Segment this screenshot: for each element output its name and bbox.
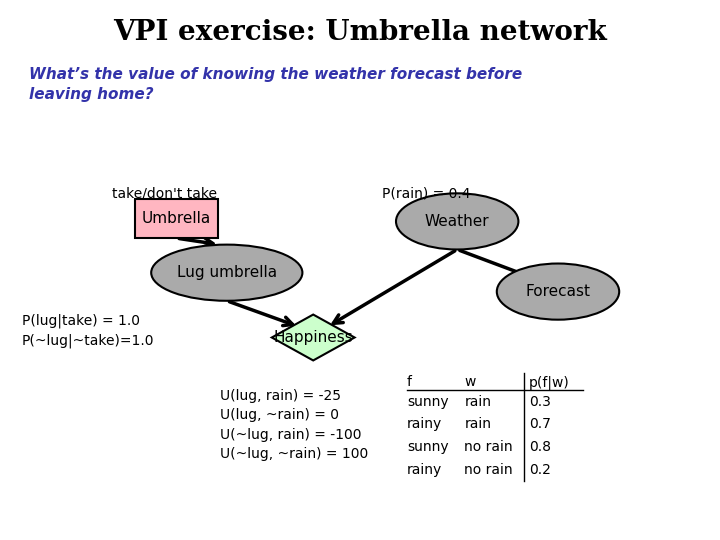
Text: sunny: sunny xyxy=(407,440,449,454)
Text: Happiness: Happiness xyxy=(274,330,353,345)
Text: rainy: rainy xyxy=(407,463,442,477)
Ellipse shape xyxy=(497,264,619,320)
FancyBboxPatch shape xyxy=(135,199,217,238)
Text: p(f|w): p(f|w) xyxy=(529,375,570,390)
Text: rainy: rainy xyxy=(407,417,442,431)
Text: f: f xyxy=(407,375,412,389)
Ellipse shape xyxy=(151,245,302,301)
Text: no rain: no rain xyxy=(464,463,513,477)
Text: 0.7: 0.7 xyxy=(529,417,551,431)
Text: Forecast: Forecast xyxy=(526,284,590,299)
Text: 0.8: 0.8 xyxy=(529,440,552,454)
Text: P(lug|take) = 1.0
P(~lug|~take)=1.0: P(lug|take) = 1.0 P(~lug|~take)=1.0 xyxy=(22,313,154,348)
Text: rain: rain xyxy=(464,395,492,409)
Text: 0.3: 0.3 xyxy=(529,395,551,409)
Text: Lug umbrella: Lug umbrella xyxy=(176,265,277,280)
Text: take/don't take: take/don't take xyxy=(112,186,217,200)
Text: sunny: sunny xyxy=(407,395,449,409)
Text: What’s the value of knowing the weather forecast before
leaving home?: What’s the value of knowing the weather … xyxy=(29,68,522,102)
Text: U(lug, rain) = -25
U(lug, ~rain) = 0
U(~lug, rain) = -100
U(~lug, ~rain) = 100: U(lug, rain) = -25 U(lug, ~rain) = 0 U(~… xyxy=(220,389,368,461)
Text: Umbrella: Umbrella xyxy=(142,211,211,226)
Polygon shape xyxy=(272,314,355,361)
Text: no rain: no rain xyxy=(464,440,513,454)
Text: P(rain) = 0.4: P(rain) = 0.4 xyxy=(382,186,470,200)
Text: Weather: Weather xyxy=(425,214,490,229)
Ellipse shape xyxy=(396,193,518,249)
Text: VPI exercise: Umbrella network: VPI exercise: Umbrella network xyxy=(113,19,607,46)
Text: 0.2: 0.2 xyxy=(529,463,551,477)
Text: w: w xyxy=(464,375,476,389)
Text: rain: rain xyxy=(464,417,492,431)
